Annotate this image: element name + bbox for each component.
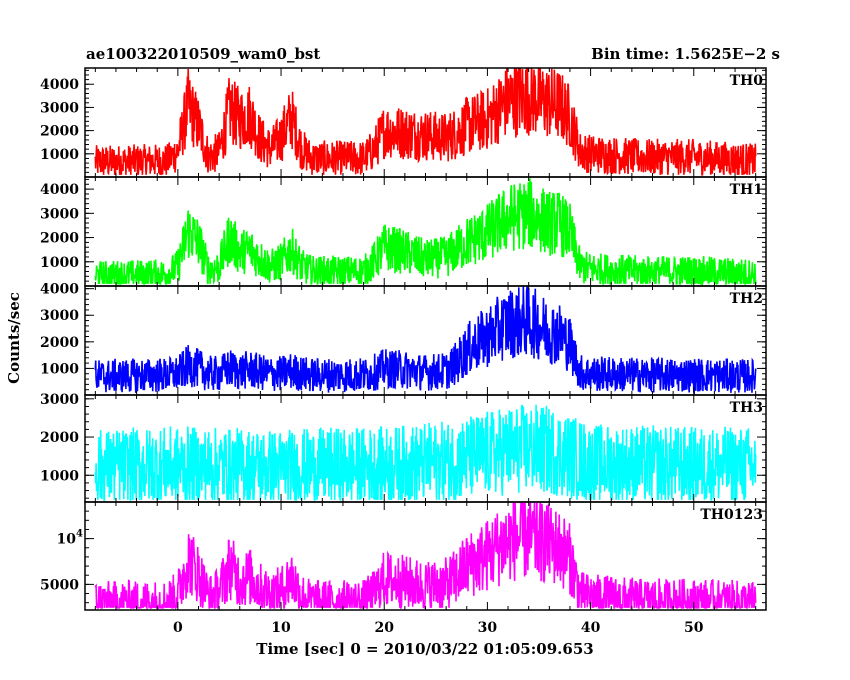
panel-name-label: TH3 — [730, 400, 763, 416]
y-tick-label: 2000 — [40, 430, 79, 446]
series-line-th0123 — [94, 502, 757, 610]
y-tick-label: 4000 — [40, 77, 79, 93]
y-tick-label: 4000 — [40, 282, 79, 298]
x-tick-label: 40 — [581, 620, 601, 636]
y-tick-label: 5000 — [40, 577, 79, 593]
panel-th2: 1000 2000 3000 4000 TH2 — [40, 282, 767, 396]
y-tick-label: 3000 — [40, 206, 79, 222]
x-tick-label: 20 — [374, 620, 394, 636]
series-line-th3 — [94, 404, 757, 501]
y-tick-label: 1000 — [40, 255, 79, 271]
panel-name-label: TH1 — [730, 182, 763, 198]
y-tick-label: 3000 — [40, 308, 79, 324]
x-tick-label: 30 — [478, 620, 498, 636]
x-axis-label: Time [sec] 0 = 2010/03/22 01:05:09.653 — [256, 640, 593, 658]
y-tick-label: 2000 — [40, 124, 79, 140]
panel-th1: 1000 2000 3000 4000 TH1 — [40, 176, 767, 287]
y-tick-label: 1000 — [40, 361, 79, 377]
y-tick-label: 2000 — [40, 335, 79, 351]
panel-name-label: TH2 — [730, 291, 763, 307]
y-tick-label: 3000 — [40, 392, 79, 408]
y-tick-label: 2000 — [40, 231, 79, 247]
x-tick-label: 0 — [173, 620, 183, 636]
panel-name-label: TH0 — [730, 73, 764, 89]
panel-th0123: 5000 104 TH0123 — [40, 501, 767, 611]
panel-name-label: TH0123 — [700, 507, 763, 523]
series-line-th2 — [94, 286, 757, 395]
x-tick-label: 50 — [684, 620, 704, 636]
series-line-th0 — [94, 68, 757, 176]
y-tick-label: 1000 — [40, 468, 79, 484]
panel-th3: 1000 2000 3000 TH3 — [40, 392, 767, 503]
y-tick-label: 4000 — [40, 182, 79, 198]
panel-th0: 1000 2000 3000 4000 TH0 — [40, 67, 767, 178]
series-line-th1 — [94, 178, 757, 286]
x-tick-label: 10 — [271, 620, 291, 636]
bin-time-label: Bin time: 1.5625E−2 s — [591, 45, 780, 63]
y-axis-label: Counts/sec — [5, 292, 23, 384]
chart-title: ae100322010509_wam0_bst — [86, 45, 320, 63]
y-tick-label: 104 — [57, 529, 83, 548]
y-tick-label: 1000 — [40, 147, 79, 163]
y-tick-label: 3000 — [40, 100, 79, 116]
